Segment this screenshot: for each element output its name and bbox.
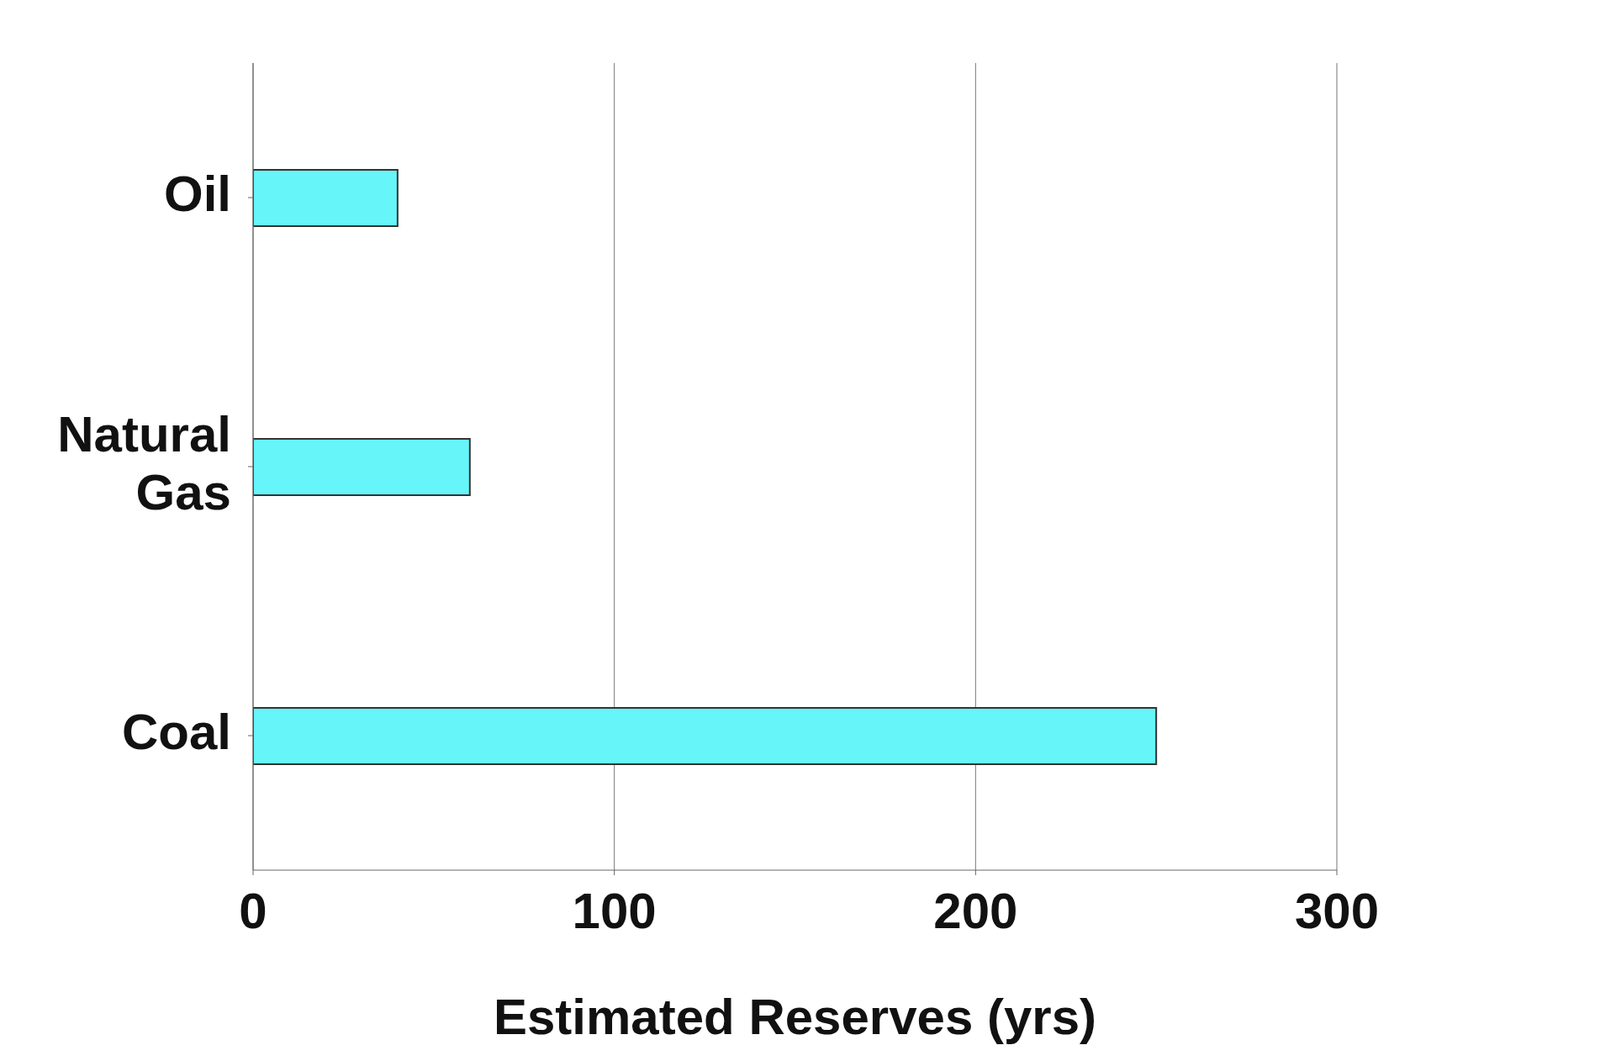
svg-text:Coal: Coal — [121, 703, 232, 761]
svg-text:Estimated Reserves (yrs): Estimated Reserves (yrs) — [493, 988, 1097, 1046]
svg-text:300: 300 — [1294, 882, 1379, 940]
svg-text:100: 100 — [572, 882, 657, 940]
svg-text:NaturalGas: NaturalGas — [57, 405, 232, 520]
svg-text:0: 0 — [238, 882, 267, 940]
svg-text:200: 200 — [933, 882, 1018, 940]
svg-text:Oil: Oil — [163, 165, 232, 222]
